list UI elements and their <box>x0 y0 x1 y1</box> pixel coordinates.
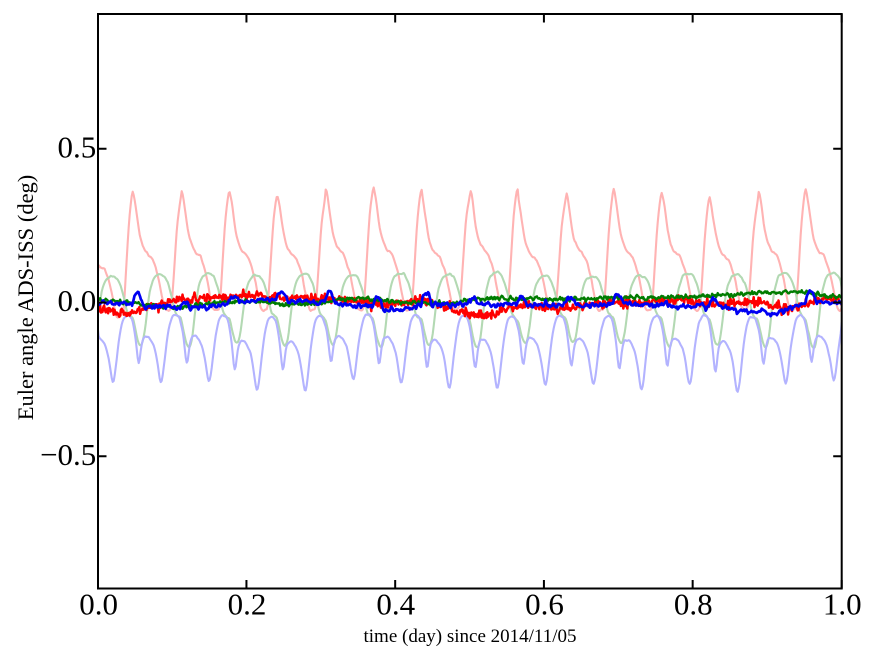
svg-text:−0.5: −0.5 <box>40 437 96 472</box>
svg-text:0.0: 0.0 <box>58 283 97 318</box>
svg-text:0.4: 0.4 <box>376 586 415 621</box>
svg-text:0.2: 0.2 <box>228 586 267 621</box>
svg-text:Euler angle ADS-ISS (deg): Euler angle ADS-ISS (deg) <box>13 175 38 421</box>
svg-text:0.6: 0.6 <box>525 586 564 621</box>
svg-text:0.8: 0.8 <box>674 586 713 621</box>
svg-text:0.0: 0.0 <box>79 586 118 621</box>
svg-text:time (day) since 2014/11/05: time (day) since 2014/11/05 <box>364 626 577 647</box>
svg-text:1.0: 1.0 <box>823 586 862 621</box>
svg-text:0.5: 0.5 <box>58 129 97 164</box>
